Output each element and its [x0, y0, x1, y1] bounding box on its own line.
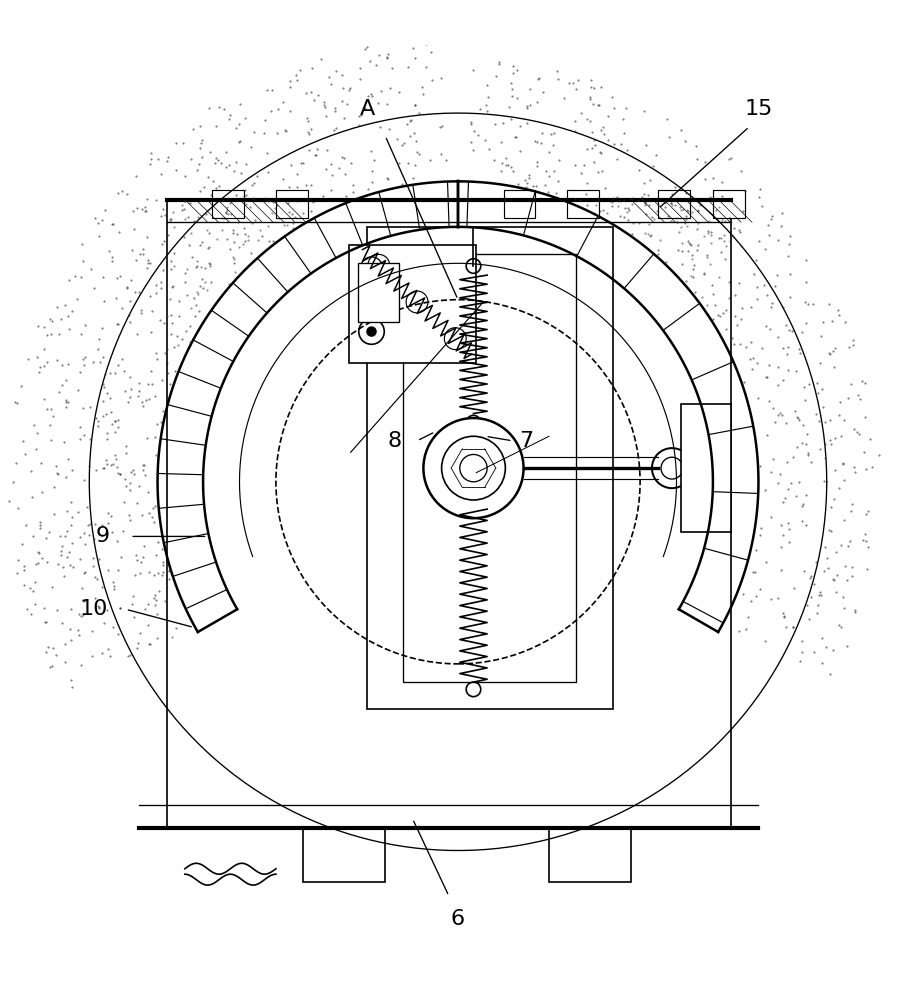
Circle shape	[442, 436, 506, 500]
Circle shape	[367, 295, 376, 304]
Text: 8: 8	[387, 431, 401, 451]
Bar	[504, 190, 535, 218]
Circle shape	[460, 454, 487, 482]
Circle shape	[652, 448, 692, 488]
Bar	[303, 828, 385, 882]
Bar	[213, 190, 244, 218]
Bar	[276, 190, 308, 218]
Bar	[549, 828, 631, 882]
Bar	[349, 245, 476, 363]
Text: 6: 6	[451, 909, 465, 929]
Bar	[659, 190, 690, 218]
Bar	[713, 190, 745, 218]
Bar	[167, 200, 731, 828]
Circle shape	[423, 418, 524, 518]
Circle shape	[367, 327, 376, 336]
Bar	[358, 263, 398, 322]
Text: 15: 15	[745, 99, 772, 119]
Bar	[367, 227, 613, 709]
Bar	[567, 190, 599, 218]
Text: A: A	[359, 99, 375, 119]
Bar	[682, 404, 731, 532]
Text: 9: 9	[96, 526, 110, 546]
Bar	[403, 254, 576, 682]
Circle shape	[661, 457, 683, 479]
Text: 7: 7	[519, 431, 533, 451]
Text: 10: 10	[80, 599, 108, 619]
